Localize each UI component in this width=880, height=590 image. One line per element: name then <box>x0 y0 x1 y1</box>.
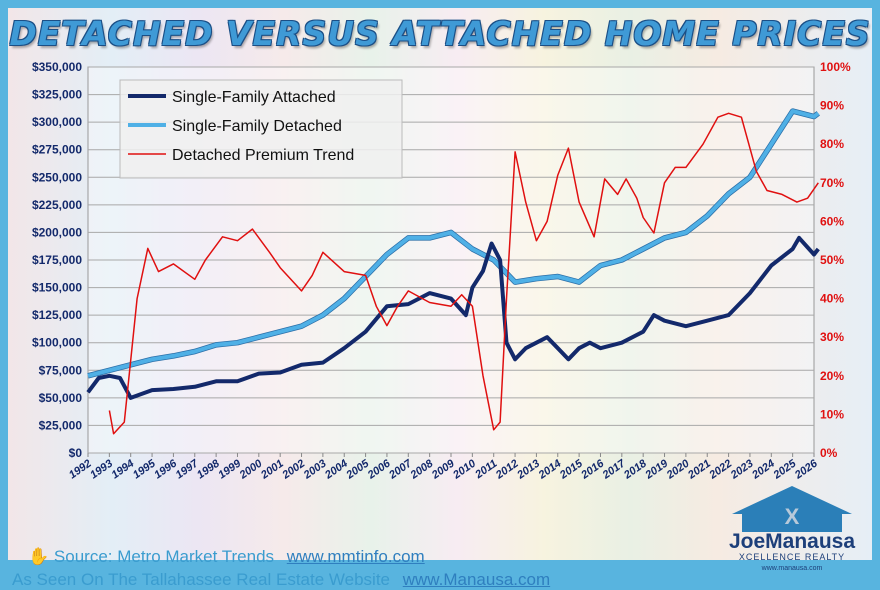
legend-label: Detached Premium Trend <box>172 147 354 164</box>
legend <box>119 79 403 179</box>
y-left-tick-label: $150,000 <box>32 281 82 295</box>
series-line-single-family-attached <box>86 235 820 400</box>
seen-link[interactable]: www.Manausa.com <box>402 570 551 589</box>
hand-icon: ✋ <box>28 547 50 566</box>
y-left-tick-label: $275,000 <box>32 143 82 157</box>
y-left-tick-label: $75,000 <box>39 363 83 377</box>
svg-text:X: X <box>785 504 800 529</box>
y-right-tick-label: 10% <box>820 407 844 421</box>
y-right-tick-label: 70% <box>820 176 844 190</box>
legend-label: Single-Family Attached <box>172 89 336 106</box>
joe-manausa-logo: X JoeManausa XCELLENCE REALTY www.manaus… <box>729 486 855 572</box>
y-left-tick-label: $200,000 <box>32 225 82 239</box>
y-left-tick-label: $25,000 <box>39 418 83 432</box>
y-right-tick-label: 60% <box>820 214 844 228</box>
x-tick-label: 2026 <box>792 457 820 482</box>
source-label: Source: Metro Market Trends <box>53 547 275 566</box>
series-line-single-family-detached <box>87 109 820 378</box>
y-left-tick-label: $125,000 <box>32 308 82 322</box>
y-left-tick-label: $100,000 <box>32 336 82 350</box>
svg-text:www.manausa.com: www.manausa.com <box>761 565 823 572</box>
chart-frame: $0 $25,000 $50,000 $75,000 $100,000 $125,000 $… <box>8 8 872 560</box>
chart-title: DETACHED VERSUS ATTACHED HOME PRICES <box>9 14 871 53</box>
line-chart: $0 $25,000 $50,000 $75,000 $100,000 $125,000 $… <box>32 60 851 482</box>
y-right-tick-label: 80% <box>820 137 844 151</box>
y-left-tick-label: $175,000 <box>32 253 82 267</box>
svg-text:XCELLENCE REALTY: XCELLENCE REALTY <box>739 552 845 562</box>
y-left-tick-label: $350,000 <box>32 60 82 74</box>
y-right-tick-label: 100% <box>820 60 851 74</box>
source-line: ✋ Source: Metro Market Trends www.mmtinf… <box>28 547 425 567</box>
y-right-tick-label: 50% <box>820 253 844 267</box>
y-left-tick-label: $50,000 <box>39 391 83 405</box>
seen-label: As Seen On The Tallahassee Real Estate W… <box>12 570 391 589</box>
y-left-tick-label: $325,000 <box>32 88 82 102</box>
y-left-tick-label: $300,000 <box>32 115 82 129</box>
y-right-tick-label: 20% <box>820 369 844 383</box>
y-right-tick-label: 40% <box>820 292 844 306</box>
y-left-tick-label: $250,000 <box>32 170 82 184</box>
y-right-tick-label: 90% <box>820 99 844 113</box>
y-left-tick-label: $225,000 <box>32 198 82 212</box>
svg-text:JoeManausa: JoeManausa <box>729 530 855 553</box>
source-link[interactable]: www.mmtinfo.com <box>286 547 425 566</box>
series-line-detached-premium-trend <box>108 112 819 435</box>
y-right-tick-label: 30% <box>820 330 844 344</box>
y-left-tick-label: $0 <box>69 446 83 460</box>
house-icon <box>732 486 852 532</box>
seen-on-line: As Seen On The Tallahassee Real Estate W… <box>12 570 550 590</box>
y-right-tick-label: 0% <box>820 446 838 460</box>
legend-label: Single-Family Detached <box>172 118 342 135</box>
